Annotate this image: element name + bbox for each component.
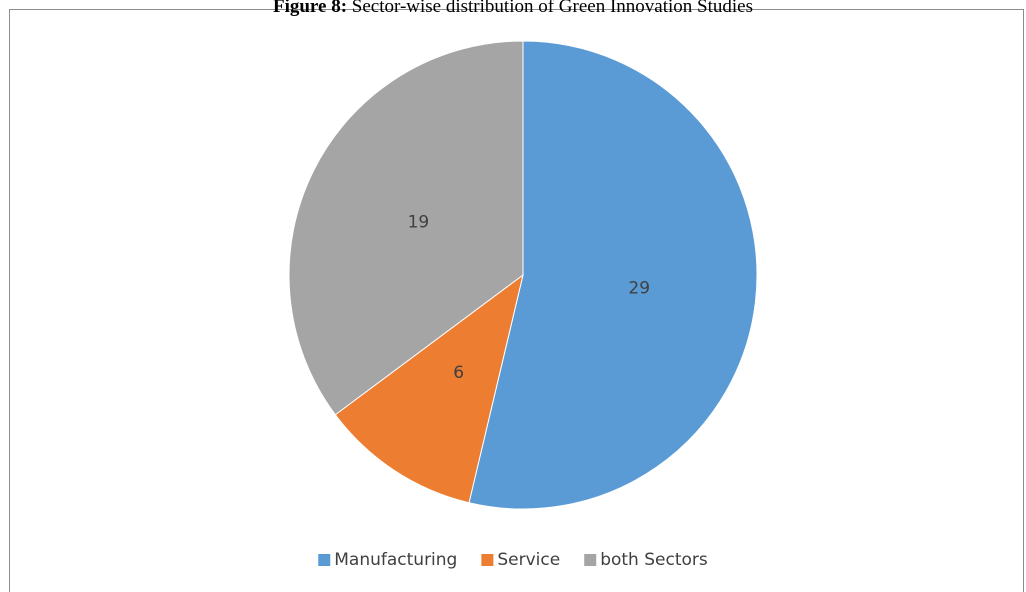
pie-slice [468,40,758,510]
chart-title: Figure 8: Sector-wise distribution of Gr… [273,0,753,17]
pie-slice [334,273,524,504]
data-label: 6 [453,363,464,383]
legend-label: Manufacturing [334,550,457,570]
title-text: Sector-wise distribution of Green Innova… [352,0,753,17]
legend-swatch [584,554,597,566]
legend-label: Service [497,550,560,570]
title-label: Figure 8: [273,0,347,17]
legend-label: both Sectors [600,550,708,570]
legend-swatch [481,554,494,566]
pie-slice [288,40,524,416]
data-label: 19 [408,212,430,232]
legend: Manufacturing Service both Sectors [318,550,708,570]
data-label: 29 [628,279,650,299]
legend-swatch [318,554,331,566]
